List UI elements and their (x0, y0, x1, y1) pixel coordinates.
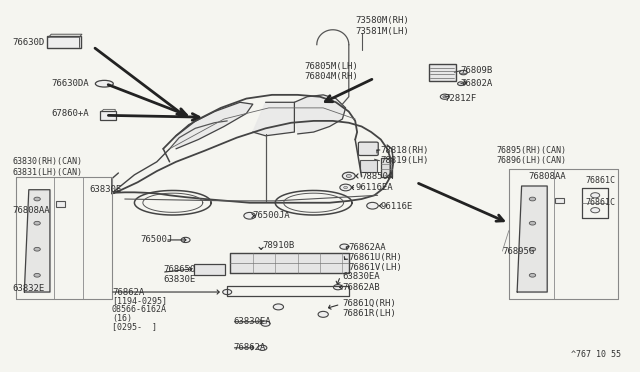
Text: 76862A: 76862A (112, 288, 144, 296)
Text: 76861V(LH): 76861V(LH) (349, 263, 403, 272)
Text: 67860+A: 67860+A (51, 109, 89, 118)
Text: (16): (16) (112, 314, 132, 323)
Polygon shape (176, 102, 253, 149)
Text: 76808AA: 76808AA (528, 172, 566, 181)
Text: 63832E: 63832E (13, 284, 45, 293)
Circle shape (346, 174, 351, 177)
Text: 08566-6162A: 08566-6162A (112, 305, 167, 314)
Circle shape (460, 70, 467, 75)
Polygon shape (294, 95, 346, 134)
Text: 78910B: 78910B (262, 241, 294, 250)
Text: 96116EA: 96116EA (355, 183, 393, 192)
Circle shape (367, 202, 378, 209)
Circle shape (342, 172, 355, 180)
Circle shape (340, 184, 351, 191)
Polygon shape (24, 190, 50, 292)
Text: 76500J: 76500J (141, 235, 173, 244)
FancyBboxPatch shape (56, 201, 65, 207)
Circle shape (591, 193, 600, 198)
Text: 76500JA: 76500JA (253, 211, 291, 220)
Text: 76805M(LH): 76805M(LH) (304, 62, 358, 71)
Text: 76861U(RH): 76861U(RH) (349, 253, 403, 262)
Circle shape (529, 197, 536, 201)
Circle shape (529, 273, 536, 277)
Text: 63830EA: 63830EA (342, 272, 380, 280)
Circle shape (34, 273, 40, 277)
Text: 76630DA: 76630DA (51, 79, 89, 88)
Text: 76802A: 76802A (461, 79, 493, 88)
Circle shape (273, 304, 284, 310)
FancyBboxPatch shape (429, 64, 456, 81)
Circle shape (440, 94, 449, 99)
Circle shape (261, 321, 270, 326)
Text: 768650: 768650 (163, 265, 195, 274)
Circle shape (591, 208, 600, 213)
Circle shape (244, 212, 255, 219)
Text: [1194-0295]: [1194-0295] (112, 296, 167, 305)
Text: 76808AA: 76808AA (13, 206, 51, 215)
Text: [0295-  ]: [0295- ] (112, 322, 157, 331)
Circle shape (529, 221, 536, 225)
Circle shape (34, 221, 40, 225)
Text: 76862AB: 76862AB (342, 283, 380, 292)
Text: 76895G: 76895G (502, 247, 534, 256)
Circle shape (318, 311, 328, 317)
Text: 73580M(RH): 73580M(RH) (355, 16, 409, 25)
FancyBboxPatch shape (555, 198, 564, 203)
Circle shape (333, 285, 342, 290)
Text: 76809B: 76809B (461, 66, 493, 75)
Text: 78818(RH): 78818(RH) (381, 146, 429, 155)
Polygon shape (517, 186, 547, 292)
Text: 76804M(RH): 76804M(RH) (304, 72, 358, 81)
Text: 63830E: 63830E (163, 275, 195, 284)
Text: 96116E: 96116E (381, 202, 413, 211)
Circle shape (34, 247, 40, 251)
Text: 72812F: 72812F (445, 94, 477, 103)
Circle shape (258, 345, 267, 350)
Circle shape (458, 82, 464, 86)
Text: 76861C: 76861C (586, 198, 616, 207)
Polygon shape (381, 158, 392, 177)
Circle shape (223, 289, 232, 295)
Circle shape (181, 237, 190, 243)
Text: 76862AA: 76862AA (349, 243, 387, 252)
Text: 73581M(LH): 73581M(LH) (355, 27, 409, 36)
FancyBboxPatch shape (358, 142, 378, 155)
Circle shape (443, 96, 447, 98)
Text: ^767 10 55: ^767 10 55 (571, 350, 621, 359)
Circle shape (529, 247, 536, 251)
Circle shape (340, 244, 349, 249)
Text: 63830EA: 63830EA (234, 317, 271, 326)
Text: 63830E: 63830E (90, 185, 122, 194)
Text: 76896(LH)(CAN): 76896(LH)(CAN) (496, 156, 566, 165)
FancyBboxPatch shape (47, 36, 81, 48)
Circle shape (344, 186, 348, 189)
Text: 63831(LH)(CAN): 63831(LH)(CAN) (13, 169, 83, 177)
Text: 76861R(LH): 76861R(LH) (342, 309, 396, 318)
Text: 78850A: 78850A (362, 172, 394, 181)
Text: 76861Q(RH): 76861Q(RH) (342, 299, 396, 308)
Polygon shape (230, 253, 349, 273)
Text: 76861C: 76861C (586, 176, 616, 185)
Text: 63830(RH)(CAN): 63830(RH)(CAN) (13, 157, 83, 166)
Circle shape (34, 197, 40, 201)
Text: 76895(RH)(CAN): 76895(RH)(CAN) (496, 146, 566, 155)
Text: 76862A: 76862A (234, 343, 266, 352)
FancyBboxPatch shape (360, 160, 377, 172)
Ellipse shape (95, 80, 113, 87)
FancyBboxPatch shape (100, 111, 116, 120)
Polygon shape (253, 102, 294, 136)
Text: 78819(LH): 78819(LH) (381, 156, 429, 165)
FancyBboxPatch shape (194, 264, 225, 275)
Text: 76630D: 76630D (13, 38, 45, 47)
